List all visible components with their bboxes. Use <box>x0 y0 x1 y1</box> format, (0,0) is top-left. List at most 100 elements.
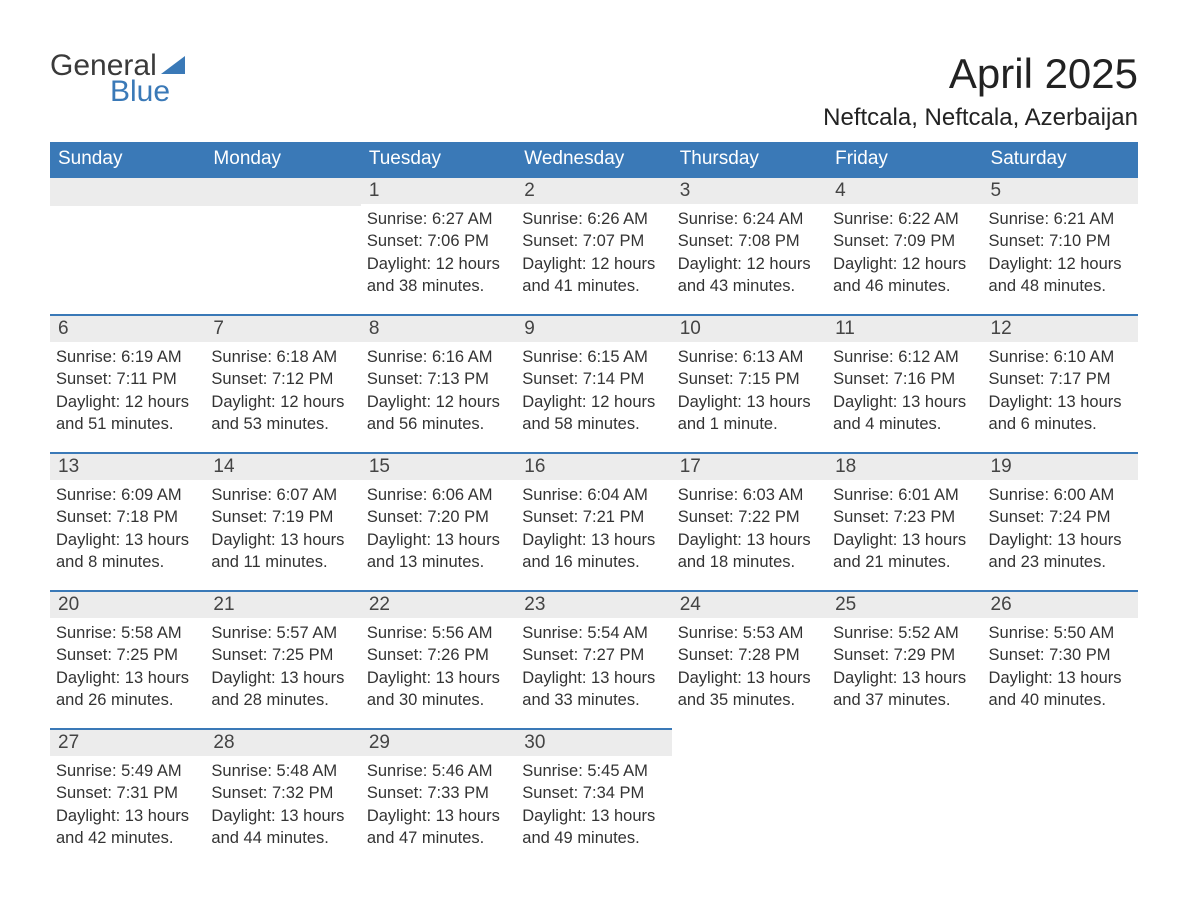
calendar-day-cell: 27Sunrise: 5:49 AMSunset: 7:31 PMDayligh… <box>50 728 205 866</box>
day-details: Sunrise: 6:16 AMSunset: 7:13 PMDaylight:… <box>361 342 516 435</box>
sunrise-text: Sunrise: 6:16 AM <box>367 346 510 368</box>
sunrise-text: Sunrise: 6:21 AM <box>989 208 1132 230</box>
weekday-header: Friday <box>827 142 982 176</box>
calendar-day-cell: 13Sunrise: 6:09 AMSunset: 7:18 PMDayligh… <box>50 452 205 590</box>
day-details: Sunrise: 6:27 AMSunset: 7:06 PMDaylight:… <box>361 204 516 297</box>
day-wrap: 17Sunrise: 6:03 AMSunset: 7:22 PMDayligh… <box>672 452 827 573</box>
day-wrap: 4Sunrise: 6:22 AMSunset: 7:09 PMDaylight… <box>827 176 982 297</box>
day-wrap: 3Sunrise: 6:24 AMSunset: 7:08 PMDaylight… <box>672 176 827 297</box>
day-number: 26 <box>983 592 1138 618</box>
page-header: General Blue April 2025 Neftcala, Neftca… <box>50 50 1138 132</box>
calendar-day-cell: 29Sunrise: 5:46 AMSunset: 7:33 PMDayligh… <box>361 728 516 866</box>
day-wrap: 27Sunrise: 5:49 AMSunset: 7:31 PMDayligh… <box>50 728 205 849</box>
day-number: 4 <box>827 178 982 204</box>
sunrise-text: Sunrise: 6:12 AM <box>833 346 976 368</box>
sunset-text: Sunset: 7:06 PM <box>367 230 510 252</box>
daylight-text: Daylight: 13 hours and 8 minutes. <box>56 529 199 574</box>
sunset-text: Sunset: 7:27 PM <box>522 644 665 666</box>
day-wrap: 14Sunrise: 6:07 AMSunset: 7:19 PMDayligh… <box>205 452 360 573</box>
day-number: 28 <box>205 730 360 756</box>
day-details: Sunrise: 5:50 AMSunset: 7:30 PMDaylight:… <box>983 618 1138 711</box>
calendar-day-cell: 16Sunrise: 6:04 AMSunset: 7:21 PMDayligh… <box>516 452 671 590</box>
calendar-week-row: 13Sunrise: 6:09 AMSunset: 7:18 PMDayligh… <box>50 452 1138 590</box>
day-details: Sunrise: 5:57 AMSunset: 7:25 PMDaylight:… <box>205 618 360 711</box>
day-details: Sunrise: 5:48 AMSunset: 7:32 PMDaylight:… <box>205 756 360 849</box>
weekday-header: Sunday <box>50 142 205 176</box>
daylight-text: Daylight: 13 hours and 1 minute. <box>678 391 821 436</box>
day-number: 5 <box>983 178 1138 204</box>
sunrise-text: Sunrise: 5:50 AM <box>989 622 1132 644</box>
calendar-day-cell: 20Sunrise: 5:58 AMSunset: 7:25 PMDayligh… <box>50 590 205 728</box>
day-wrap: 20Sunrise: 5:58 AMSunset: 7:25 PMDayligh… <box>50 590 205 711</box>
day-number: 16 <box>516 454 671 480</box>
calendar-empty-cell <box>983 728 1138 866</box>
calendar-day-cell: 21Sunrise: 5:57 AMSunset: 7:25 PMDayligh… <box>205 590 360 728</box>
day-details: Sunrise: 6:22 AMSunset: 7:09 PMDaylight:… <box>827 204 982 297</box>
day-number: 21 <box>205 592 360 618</box>
daylight-text: Daylight: 13 hours and 42 minutes. <box>56 805 199 850</box>
day-number: 7 <box>205 316 360 342</box>
daylight-text: Daylight: 13 hours and 13 minutes. <box>367 529 510 574</box>
sunrise-text: Sunrise: 6:27 AM <box>367 208 510 230</box>
day-wrap: 15Sunrise: 6:06 AMSunset: 7:20 PMDayligh… <box>361 452 516 573</box>
day-number: 9 <box>516 316 671 342</box>
sunrise-text: Sunrise: 6:24 AM <box>678 208 821 230</box>
sunrise-text: Sunrise: 6:07 AM <box>211 484 354 506</box>
day-wrap: 25Sunrise: 5:52 AMSunset: 7:29 PMDayligh… <box>827 590 982 711</box>
day-wrap: 16Sunrise: 6:04 AMSunset: 7:21 PMDayligh… <box>516 452 671 573</box>
day-details: Sunrise: 6:07 AMSunset: 7:19 PMDaylight:… <box>205 480 360 573</box>
sunrise-text: Sunrise: 6:19 AM <box>56 346 199 368</box>
calendar-body: 1Sunrise: 6:27 AMSunset: 7:06 PMDaylight… <box>50 176 1138 866</box>
calendar-header-row: SundayMondayTuesdayWednesdayThursdayFrid… <box>50 142 1138 176</box>
calendar-day-cell: 17Sunrise: 6:03 AMSunset: 7:22 PMDayligh… <box>672 452 827 590</box>
sunset-text: Sunset: 7:23 PM <box>833 506 976 528</box>
day-details: Sunrise: 6:01 AMSunset: 7:23 PMDaylight:… <box>827 480 982 573</box>
day-wrap: 30Sunrise: 5:45 AMSunset: 7:34 PMDayligh… <box>516 728 671 849</box>
day-wrap: 2Sunrise: 6:26 AMSunset: 7:07 PMDaylight… <box>516 176 671 297</box>
calendar-day-cell: 22Sunrise: 5:56 AMSunset: 7:26 PMDayligh… <box>361 590 516 728</box>
day-details: Sunrise: 6:18 AMSunset: 7:12 PMDaylight:… <box>205 342 360 435</box>
day-wrap: 21Sunrise: 5:57 AMSunset: 7:25 PMDayligh… <box>205 590 360 711</box>
daylight-text: Daylight: 13 hours and 44 minutes. <box>211 805 354 850</box>
weekday-header: Wednesday <box>516 142 671 176</box>
calendar-table: SundayMondayTuesdayWednesdayThursdayFrid… <box>50 142 1138 866</box>
day-details: Sunrise: 6:15 AMSunset: 7:14 PMDaylight:… <box>516 342 671 435</box>
sunset-text: Sunset: 7:24 PM <box>989 506 1132 528</box>
day-details: Sunrise: 5:53 AMSunset: 7:28 PMDaylight:… <box>672 618 827 711</box>
day-number: 13 <box>50 454 205 480</box>
sunset-text: Sunset: 7:17 PM <box>989 368 1132 390</box>
sunset-text: Sunset: 7:34 PM <box>522 782 665 804</box>
daylight-text: Daylight: 13 hours and 23 minutes. <box>989 529 1132 574</box>
calendar-empty-cell <box>205 176 360 314</box>
day-number: 11 <box>827 316 982 342</box>
day-number: 23 <box>516 592 671 618</box>
calendar-day-cell: 8Sunrise: 6:16 AMSunset: 7:13 PMDaylight… <box>361 314 516 452</box>
daylight-text: Daylight: 12 hours and 48 minutes. <box>989 253 1132 298</box>
calendar-day-cell: 6Sunrise: 6:19 AMSunset: 7:11 PMDaylight… <box>50 314 205 452</box>
sunset-text: Sunset: 7:22 PM <box>678 506 821 528</box>
day-wrap: 28Sunrise: 5:48 AMSunset: 7:32 PMDayligh… <box>205 728 360 849</box>
day-wrap: 26Sunrise: 5:50 AMSunset: 7:30 PMDayligh… <box>983 590 1138 711</box>
sunset-text: Sunset: 7:31 PM <box>56 782 199 804</box>
calendar-day-cell: 28Sunrise: 5:48 AMSunset: 7:32 PMDayligh… <box>205 728 360 866</box>
day-wrap: 13Sunrise: 6:09 AMSunset: 7:18 PMDayligh… <box>50 452 205 573</box>
day-details: Sunrise: 5:45 AMSunset: 7:34 PMDaylight:… <box>516 756 671 849</box>
daylight-text: Daylight: 13 hours and 16 minutes. <box>522 529 665 574</box>
sunset-text: Sunset: 7:25 PM <box>56 644 199 666</box>
calendar-day-cell: 5Sunrise: 6:21 AMSunset: 7:10 PMDaylight… <box>983 176 1138 314</box>
day-details: Sunrise: 6:09 AMSunset: 7:18 PMDaylight:… <box>50 480 205 573</box>
day-number: 22 <box>361 592 516 618</box>
day-wrap <box>50 176 205 206</box>
sunset-text: Sunset: 7:29 PM <box>833 644 976 666</box>
day-number: 8 <box>361 316 516 342</box>
calendar-day-cell: 10Sunrise: 6:13 AMSunset: 7:15 PMDayligh… <box>672 314 827 452</box>
daylight-text: Daylight: 13 hours and 47 minutes. <box>367 805 510 850</box>
calendar-week-row: 27Sunrise: 5:49 AMSunset: 7:31 PMDayligh… <box>50 728 1138 866</box>
sunrise-text: Sunrise: 5:45 AM <box>522 760 665 782</box>
day-number: 1 <box>361 178 516 204</box>
daylight-text: Daylight: 13 hours and 28 minutes. <box>211 667 354 712</box>
calendar-empty-cell <box>50 176 205 314</box>
sunset-text: Sunset: 7:08 PM <box>678 230 821 252</box>
calendar-week-row: 1Sunrise: 6:27 AMSunset: 7:06 PMDaylight… <box>50 176 1138 314</box>
sunrise-text: Sunrise: 6:18 AM <box>211 346 354 368</box>
